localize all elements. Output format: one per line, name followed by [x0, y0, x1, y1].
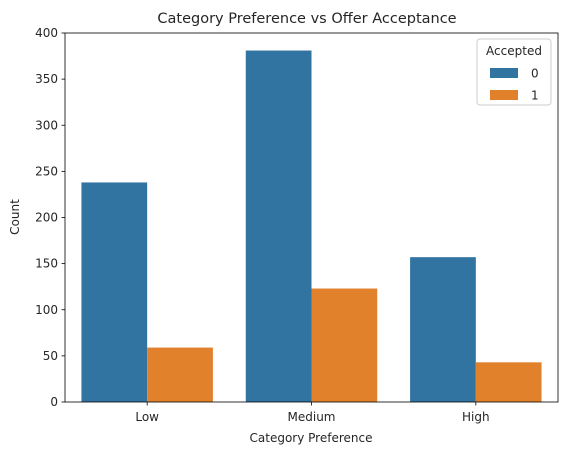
- bar-medium-accepted-1: [311, 288, 378, 402]
- chart-title: Category Preference vs Offer Acceptance: [157, 11, 456, 27]
- legend-title: Accepted: [486, 44, 542, 58]
- y-tick-label: 400: [35, 26, 58, 40]
- bar-high-accepted-0: [410, 257, 476, 402]
- x-axis-label: Category Preference: [250, 431, 373, 445]
- y-axis-label: Count: [8, 199, 22, 235]
- bars-layer: [81, 50, 542, 403]
- y-tick-label: 0: [50, 395, 58, 409]
- bar-high-accepted-1: [475, 362, 542, 402]
- y-tick-label: 200: [35, 211, 58, 225]
- legend-swatch-0: [490, 68, 518, 78]
- legend-label-1: 1: [531, 89, 539, 103]
- legend: Accepted 01: [476, 38, 552, 106]
- bar-medium-accepted-0: [245, 50, 312, 403]
- y-tick-label: 300: [35, 118, 58, 132]
- y-tick-label: 100: [35, 303, 58, 317]
- legend-entries: 01: [490, 67, 539, 103]
- y-tick-label: 150: [35, 257, 58, 271]
- y-tick-label: 50: [43, 349, 58, 363]
- y-tick-label: 250: [35, 164, 58, 178]
- plot-frame: [64, 32, 559, 403]
- y-tick-label: 350: [35, 72, 58, 86]
- x-tick-label-low: Low: [135, 410, 159, 424]
- x-tick-label-high: High: [462, 410, 490, 424]
- legend-label-0: 0: [531, 67, 539, 81]
- y-axis: 0 50 100 150 200 250 300 350 400: [35, 26, 65, 409]
- bar-low-accepted-0: [81, 182, 148, 402]
- legend-swatch-1: [490, 90, 518, 100]
- x-tick-label-medium: Medium: [288, 410, 336, 424]
- x-axis: Low Medium High: [135, 402, 490, 424]
- bar-low-accepted-1: [147, 347, 213, 402]
